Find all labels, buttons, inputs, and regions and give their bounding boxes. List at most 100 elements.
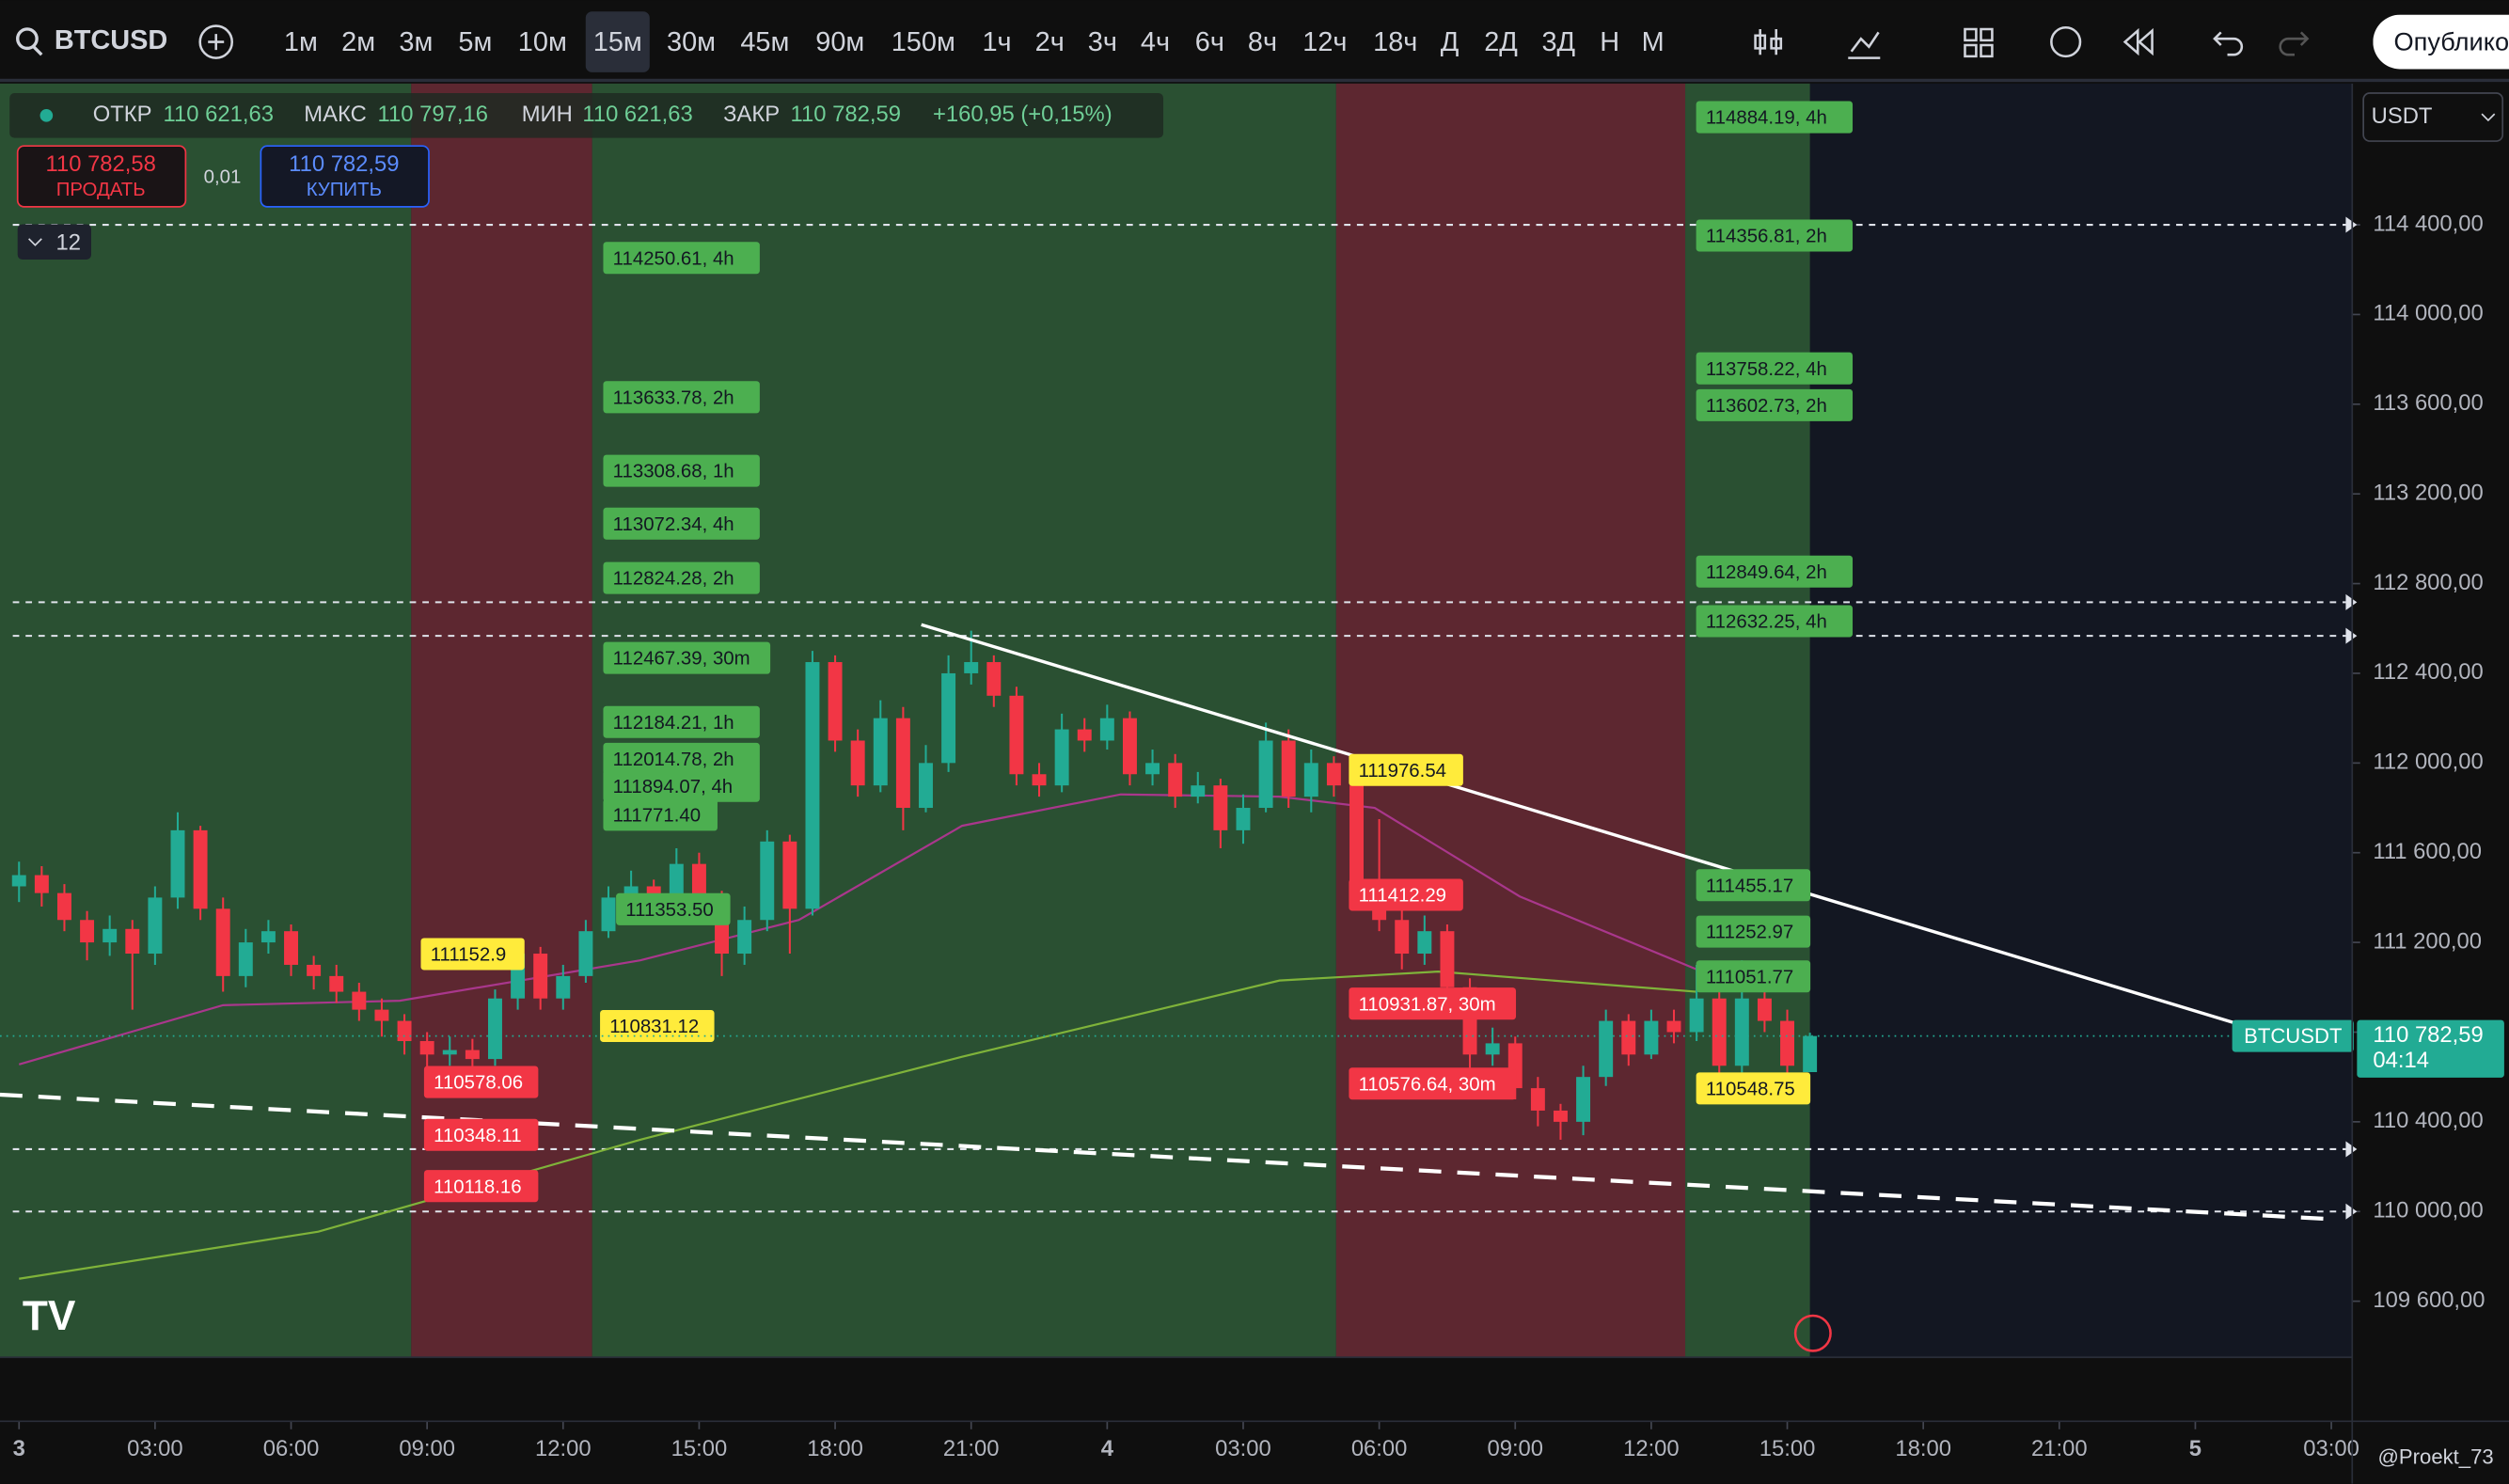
interval[interactable]: 3ч	[1088, 27, 1117, 57]
price-label: 110548.75	[1706, 1079, 1795, 1099]
search-icon[interactable]	[32, 45, 43, 56]
symbol[interactable]: BTCUSD	[55, 25, 167, 55]
price-label-box	[1696, 869, 1811, 902]
interval[interactable]: М	[1642, 27, 1665, 57]
candle-body	[1303, 763, 1318, 797]
add-symbol[interactable]	[208, 34, 225, 51]
price-label-box	[616, 892, 731, 925]
price-label: 111771.40	[613, 806, 701, 827]
publish-button[interactable]	[2373, 14, 2509, 70]
candle-body	[148, 897, 163, 955]
interval[interactable]: 3Д	[1541, 27, 1575, 57]
sell-label[interactable]: ПРОДАТЬ	[56, 180, 146, 200]
sell-price[interactable]: 110 782,58	[45, 151, 155, 177]
interval[interactable]: 15м	[593, 27, 642, 57]
redo-button[interactable]	[2279, 31, 2310, 56]
add-symbol[interactable]	[198, 24, 233, 59]
candle-body	[533, 954, 548, 999]
x-tick-label: 21:00	[943, 1436, 1000, 1461]
interval[interactable]: 150м	[892, 27, 955, 57]
candle-body	[103, 928, 118, 943]
candle-body	[919, 763, 933, 809]
candle-body	[442, 1050, 457, 1055]
interval[interactable]: 18ч	[1373, 27, 1417, 57]
buy-label[interactable]: КУПИТЬ	[307, 180, 382, 200]
session-zone	[411, 83, 592, 1358]
alert-button[interactable]	[2050, 25, 2082, 58]
y-tick-label: 112 800,00	[2373, 570, 2483, 595]
interval[interactable]: 12ч	[1302, 27, 1347, 57]
legend-value: 110 797,16	[378, 102, 488, 127]
x-tick-label: 5	[2189, 1436, 2201, 1461]
buy-price[interactable]: 110 782,59	[289, 151, 399, 177]
session-zone	[0, 83, 412, 1358]
price-label-box	[603, 769, 760, 802]
price-label: 114250.61, 4h	[613, 248, 734, 269]
price-label-box	[603, 381, 760, 414]
interval[interactable]: 2Д	[1484, 27, 1518, 57]
candle-body	[1191, 785, 1206, 797]
publish-label[interactable]: Опубликовать	[2393, 26, 2509, 55]
interval[interactable]: 30м	[667, 27, 716, 57]
price-label: 113308.68, 1h	[613, 462, 734, 482]
interval[interactable]: 5м	[458, 27, 492, 57]
currency-select[interactable]	[2362, 92, 2504, 142]
y-tick-label: 111 200,00	[2373, 928, 2482, 954]
buy-button[interactable]	[260, 145, 430, 208]
interval[interactable]: 8ч	[1248, 27, 1277, 57]
interval[interactable]: 1ч	[982, 27, 1011, 57]
interval[interactable]: 45м	[740, 27, 789, 57]
interval[interactable]: 2м	[341, 27, 375, 57]
interval[interactable]: Н	[1600, 27, 1619, 57]
chart-type[interactable]	[1754, 28, 1783, 55]
candle-body	[1258, 740, 1273, 809]
interval[interactable]: 6ч	[1195, 27, 1224, 57]
interval[interactable]: 3м	[399, 27, 433, 57]
candle-body	[873, 718, 888, 786]
event-icon[interactable]	[1793, 1314, 1832, 1352]
candle-body	[1440, 931, 1455, 987]
x-tick-label: 3	[13, 1436, 25, 1461]
y-tick-label: 109 600,00	[2373, 1287, 2485, 1313]
candle-body	[964, 662, 979, 673]
candle-body	[1077, 729, 1092, 741]
indicators-button[interactable]	[1848, 31, 1881, 59]
candle-body	[828, 662, 843, 741]
interval[interactable]: 2ч	[1035, 27, 1065, 57]
price-label: 111252.97	[1706, 923, 1793, 943]
price-label-box	[1349, 878, 1463, 911]
layouts-button[interactable]	[1964, 27, 1994, 58]
candle-body	[1349, 785, 1364, 887]
currency[interactable]: USDT	[2372, 103, 2433, 129]
replay-button[interactable]	[2122, 27, 2154, 56]
interval[interactable]: 10м	[518, 27, 567, 57]
indicators-count[interactable]: 12	[56, 229, 82, 255]
undo-button[interactable]	[2213, 31, 2244, 56]
symbol-tag	[2232, 1019, 2354, 1052]
interval-active[interactable]	[585, 11, 650, 72]
y-tick-label: 112 400,00	[2373, 659, 2483, 685]
candle-body	[56, 892, 71, 921]
legend-label: ОТКР	[93, 102, 152, 127]
candle-body	[11, 875, 26, 887]
interval[interactable]: 90м	[815, 27, 864, 57]
currency-select[interactable]	[2481, 113, 2496, 122]
legend-label: МИН	[522, 102, 573, 127]
interval[interactable]: Д	[1441, 27, 1460, 57]
search-icon[interactable]	[16, 27, 39, 51]
sell-button[interactable]	[16, 145, 187, 208]
indicators-toggle[interactable]	[17, 224, 91, 260]
x-tick-label: 03:00	[2303, 1436, 2359, 1461]
price-label: 111152.9	[431, 945, 507, 966]
indicators-toggle[interactable]	[28, 238, 42, 246]
interval[interactable]: 4ч	[1141, 27, 1170, 57]
x-tick-label: 12:00	[1623, 1436, 1680, 1461]
candle-body	[488, 998, 502, 1060]
candle-body	[260, 931, 276, 943]
logo: TV	[23, 1293, 76, 1339]
candle-body	[623, 886, 639, 898]
candle-body	[34, 875, 49, 893]
candle-body	[1009, 695, 1024, 775]
price-label: 113633.78, 2h	[613, 387, 734, 408]
interval[interactable]: 1м	[284, 27, 318, 57]
